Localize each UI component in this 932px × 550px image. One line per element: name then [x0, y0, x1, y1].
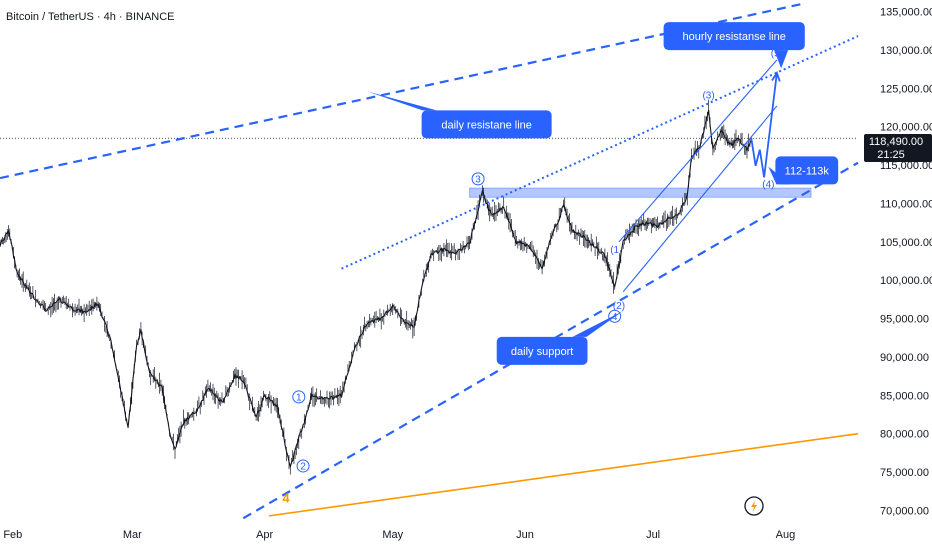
y-tick-label: 70,000.00	[880, 505, 929, 517]
callout-text: hourly resistanse line	[683, 31, 786, 43]
callout-box	[663, 22, 805, 51]
wave-label-3: 3	[475, 174, 481, 185]
callout-4: 112-113k	[768, 156, 839, 185]
trend-line-2	[242, 161, 859, 520]
wave-circle-2	[296, 459, 310, 473]
projection-arrowhead	[771, 70, 781, 82]
y-tick-label: 90,000.00	[880, 352, 929, 364]
callout-1: daily resistane line	[367, 91, 552, 139]
callout-text: daily resistane line	[441, 119, 532, 131]
callout-pointer	[774, 50, 789, 69]
callout-pointer	[768, 166, 791, 185]
wave-label-7: (3)	[702, 91, 714, 102]
current-price-tag: 118,490.00 21:25	[864, 134, 932, 162]
y-tick-label: 115,000.00	[880, 160, 932, 172]
callout-box	[775, 156, 839, 185]
callout-text: daily support	[511, 346, 573, 358]
wave-circle-1	[292, 390, 306, 404]
callout-text: 112-113k	[785, 165, 830, 177]
wave-projection	[750, 72, 778, 178]
chart-title: Bitcoin / TetherUS · 4h · BINANCE	[6, 11, 175, 23]
lightning-icon[interactable]	[744, 496, 764, 516]
x-tick-label: Jun	[516, 529, 534, 541]
bar-countdown: 21:25	[877, 149, 905, 161]
trend-line-4	[268, 432, 859, 517]
callouts: daily resistane line hourly resistanse li…	[367, 22, 839, 365]
price-axis[interactable]: 135,000.00 130,000.00 125,000.00 120,000.00…	[880, 7, 932, 518]
x-tick-label: Apr	[256, 529, 273, 541]
wave-label-1: 1	[296, 392, 302, 403]
annotation-layer-front	[0, 2, 859, 520]
wave-label-6: (2)	[613, 301, 625, 312]
price-layer	[0, 99, 752, 475]
time-axis[interactable]: Feb Mar Apr May Jun Jul Aug	[3, 529, 795, 541]
annotation-layer-back	[0, 137, 858, 198]
support-zone	[469, 187, 812, 198]
trend-line-1	[0, 2, 803, 180]
callout-pointer	[367, 91, 437, 111]
wave-label-4: 4	[612, 312, 618, 323]
y-tick-label: 85,000.00	[880, 390, 929, 402]
x-tick-label: Aug	[776, 529, 796, 541]
callout-box	[496, 336, 588, 365]
y-tick-label: 120,000.00	[880, 122, 932, 134]
x-tick-label: Feb	[3, 529, 22, 541]
y-tick-label: 135,000.00	[880, 7, 932, 19]
y-tick-label: 125,000.00	[880, 83, 932, 95]
y-tick-label: 80,000.00	[880, 429, 929, 441]
x-tick-label: May	[382, 529, 403, 541]
trend-line-5	[618, 59, 778, 243]
y-tick-label: 105,000.00	[880, 237, 932, 249]
y-tick-label: 110,000.00	[880, 198, 932, 210]
y-tick-label: 95,000.00	[880, 314, 929, 326]
price-line	[0, 109, 752, 469]
callout-2: hourly resistanse line	[663, 22, 805, 69]
y-tick-label: 130,000.00	[880, 45, 932, 57]
wave-circle-3	[471, 172, 485, 186]
current-price: 118,490.00	[869, 136, 923, 148]
wave-label-8: (4)	[762, 180, 774, 191]
x-tick-label: Mar	[123, 529, 142, 541]
wave-label-10: 4	[282, 490, 290, 505]
trend-line-6	[622, 105, 778, 293]
callout-box	[421, 110, 552, 139]
price-tag-bg	[864, 134, 932, 162]
wave-label-2: 2	[300, 461, 306, 472]
y-tick-label: 100,000.00	[880, 275, 932, 287]
wave-label-5: (1	[610, 245, 619, 256]
callout-pointer	[572, 310, 624, 337]
trend-line-3	[341, 35, 859, 270]
x-tick-label: Jul	[646, 529, 660, 541]
callout-3: daily support	[496, 310, 624, 365]
y-tick-label: 75,000.00	[880, 467, 929, 479]
